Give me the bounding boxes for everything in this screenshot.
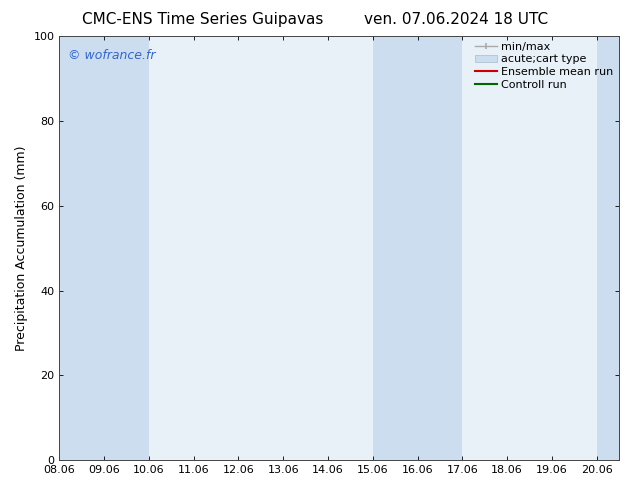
Text: CMC-ENS Time Series Guipavas: CMC-ENS Time Series Guipavas	[82, 12, 323, 27]
Legend: min/max, acute;cart type, Ensemble mean run, Controll run: min/max, acute;cart type, Ensemble mean …	[472, 40, 616, 92]
Text: © wofrance.fr: © wofrance.fr	[68, 49, 155, 62]
Bar	[373, 36, 418, 460]
Bar	[418, 36, 462, 460]
Text: ven. 07.06.2024 18 UTC: ven. 07.06.2024 18 UTC	[365, 12, 548, 27]
Bar	[60, 36, 104, 460]
Y-axis label: Precipitation Accumulation (mm): Precipitation Accumulation (mm)	[15, 146, 28, 351]
Bar	[597, 36, 619, 460]
Bar	[104, 36, 149, 460]
